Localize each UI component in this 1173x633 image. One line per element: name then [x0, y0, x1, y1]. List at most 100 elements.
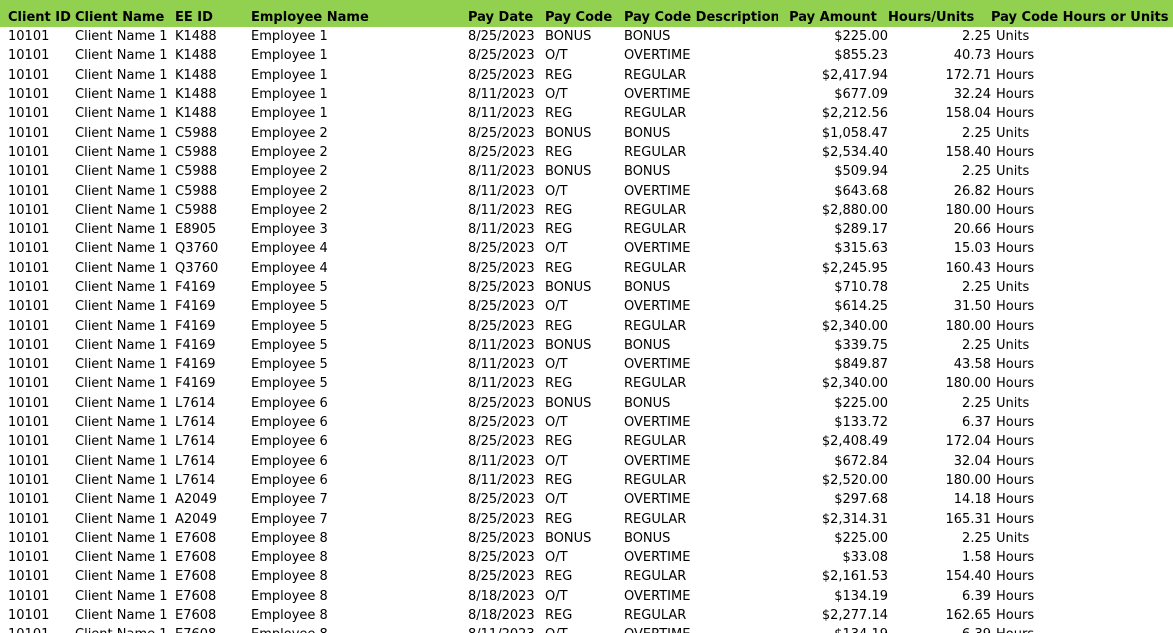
cell-pay-date[interactable]: 8/25/2023	[468, 67, 535, 83]
cell-hours-units[interactable]: 172.71	[945, 67, 992, 83]
cell-pay-code[interactable]: O/T	[545, 87, 568, 103]
cell-employee-name[interactable]: Employee 8	[251, 530, 328, 546]
cell-employee-name[interactable]: Employee 2	[251, 183, 328, 199]
cell-unit-type[interactable]: Hours	[996, 608, 1035, 624]
cell-employee-name[interactable]: Employee 2	[251, 125, 328, 141]
cell-pay-code[interactable]: O/T	[545, 299, 568, 315]
cell-employee-name[interactable]: Employee 6	[251, 472, 328, 488]
cell-employee-name[interactable]: Employee 1	[251, 67, 328, 83]
cell-client-id[interactable]: 10101	[8, 492, 50, 508]
cell-client-id[interactable]: 10101	[8, 183, 50, 199]
cell-pay-amount[interactable]: $289.17	[834, 222, 888, 238]
cell-client-name[interactable]: Client Name 1	[75, 472, 168, 488]
cell-client-id[interactable]: 10101	[8, 144, 50, 160]
cell-client-name[interactable]: Client Name 1	[75, 48, 168, 64]
cell-unit-type[interactable]: Hours	[996, 492, 1035, 508]
cell-hours-units[interactable]: 20.66	[953, 222, 991, 238]
cell-client-name[interactable]: Client Name 1	[75, 106, 168, 122]
cell-client-name[interactable]: Client Name 1	[75, 260, 168, 276]
cell-client-id[interactable]: 10101	[8, 67, 50, 83]
cell-client-id[interactable]: 10101	[8, 511, 50, 527]
cell-unit-type[interactable]: Hours	[996, 415, 1035, 431]
cell-pay-amount[interactable]: $1,058.47	[821, 125, 888, 141]
cell-pay-date[interactable]: 8/25/2023	[468, 395, 535, 411]
cell-pay-code-description[interactable]: REGULAR	[624, 318, 687, 334]
cell-hours-units[interactable]: 158.40	[945, 144, 992, 160]
cell-pay-date[interactable]: 8/25/2023	[468, 550, 535, 566]
cell-unit-type[interactable]: Hours	[996, 318, 1035, 334]
cell-ee-id[interactable]: L7614	[175, 395, 216, 411]
cell-pay-code-description[interactable]: OVERTIME	[624, 48, 691, 64]
cell-ee-id[interactable]: K1488	[175, 106, 217, 122]
header-pay-code[interactable]: Pay Code	[545, 10, 613, 25]
cell-ee-id[interactable]: C5988	[175, 144, 218, 160]
cell-pay-code-description[interactable]: BONUS	[624, 164, 671, 180]
cell-pay-code[interactable]: REG	[545, 376, 573, 392]
cell-ee-id[interactable]: F4169	[175, 376, 216, 392]
cell-pay-date[interactable]: 8/11/2023	[468, 376, 535, 392]
cell-client-name[interactable]: Client Name 1	[75, 588, 168, 604]
cell-client-id[interactable]: 10101	[8, 260, 50, 276]
cell-pay-code-description[interactable]: REGULAR	[624, 434, 687, 450]
cell-ee-id[interactable]: E7608	[175, 550, 217, 566]
cell-pay-code[interactable]: O/T	[545, 357, 568, 373]
cell-pay-code[interactable]: REG	[545, 608, 573, 624]
cell-pay-date[interactable]: 8/11/2023	[468, 337, 535, 353]
cell-client-id[interactable]: 10101	[8, 106, 50, 122]
cell-employee-name[interactable]: Employee 2	[251, 202, 328, 218]
cell-pay-amount[interactable]: $2,417.94	[821, 67, 888, 83]
cell-pay-amount[interactable]: $2,520.00	[821, 472, 888, 488]
cell-pay-code-description[interactable]: REGULAR	[624, 260, 687, 276]
cell-pay-amount[interactable]: $2,340.00	[821, 318, 888, 334]
cell-hours-units[interactable]: 2.25	[962, 164, 991, 180]
cell-pay-code[interactable]: REG	[545, 511, 573, 527]
header-pay-code-hours-or-units[interactable]: Pay Code Hours or Units	[991, 10, 1169, 25]
cell-pay-amount[interactable]: $134.19	[778, 625, 888, 633]
cell-pay-code-description[interactable]: REGULAR	[624, 67, 687, 83]
cell-ee-id[interactable]: A2049	[175, 511, 217, 527]
cell-hours-units[interactable]: 162.65	[945, 608, 992, 624]
cell-pay-code[interactable]: REG	[545, 318, 573, 334]
cell-pay-code[interactable]: REG	[545, 144, 573, 160]
cell-ee-id[interactable]: F4169	[175, 357, 216, 373]
cell-client-id[interactable]: 10101	[8, 357, 50, 373]
cell-pay-code-description[interactable]: REGULAR	[624, 202, 687, 218]
cell-pay-code-description[interactable]: REGULAR	[624, 222, 687, 238]
cell-pay-date[interactable]: 8/11/2023	[468, 453, 535, 469]
cell-client-name[interactable]: Client Name 1	[75, 299, 168, 315]
cell-pay-amount[interactable]: $134.19	[834, 588, 888, 604]
cell-pay-date[interactable]: 8/25/2023	[468, 29, 535, 45]
cell-pay-code[interactable]: BONUS	[545, 337, 592, 353]
header-client-id[interactable]: Client ID	[8, 10, 71, 25]
cell-ee-id[interactable]: K1488	[175, 67, 217, 83]
cell-pay-code[interactable]: BONUS	[545, 164, 592, 180]
cell-pay-code[interactable]: REG	[545, 106, 573, 122]
cell-pay-code-description[interactable]: REGULAR	[624, 376, 687, 392]
cell-pay-amount[interactable]: $2,408.49	[821, 434, 888, 450]
cell-hours-units[interactable]: 2.25	[962, 337, 991, 353]
cell-unit-type[interactable]: Units	[996, 280, 1030, 295]
cell-pay-code[interactable]: BONUS	[545, 395, 592, 411]
cell-hours-units[interactable]: 160.43	[945, 260, 992, 276]
cell-pay-date[interactable]: 8/25/2023	[468, 569, 535, 585]
header-pay-code-description[interactable]: Pay Code Description	[624, 10, 778, 25]
cell-hours-units[interactable]: 2.25	[962, 530, 991, 546]
cell-hours-units[interactable]: 180.00	[945, 376, 992, 392]
cell-client-id[interactable]: 10101	[8, 222, 50, 238]
cell-ee-id[interactable]: F4169	[175, 337, 216, 353]
cell-pay-date[interactable]: 8/11/2023	[468, 472, 535, 488]
cell-pay-amount[interactable]: $849.87	[834, 357, 888, 373]
cell-hours-units[interactable]: 154.40	[945, 569, 992, 585]
cell-pay-amount[interactable]: $710.78	[834, 280, 888, 295]
cell-client-name[interactable]: Client Name 1	[75, 222, 168, 238]
cell-pay-code[interactable]: O/T	[545, 625, 624, 633]
cell-employee-name[interactable]: Employee 7	[251, 492, 328, 508]
cell-pay-code[interactable]: REG	[545, 260, 573, 276]
cell-client-name[interactable]: Client Name 1	[75, 318, 168, 334]
cell-unit-type[interactable]: Hours	[996, 511, 1035, 527]
cell-unit-type[interactable]: Hours	[996, 588, 1035, 604]
cell-unit-type[interactable]: Hours	[996, 67, 1035, 83]
cell-pay-date[interactable]: 8/25/2023	[468, 415, 535, 431]
cell-hours-units[interactable]: 31.50	[953, 299, 991, 315]
cell-client-id[interactable]: 10101	[8, 569, 50, 585]
